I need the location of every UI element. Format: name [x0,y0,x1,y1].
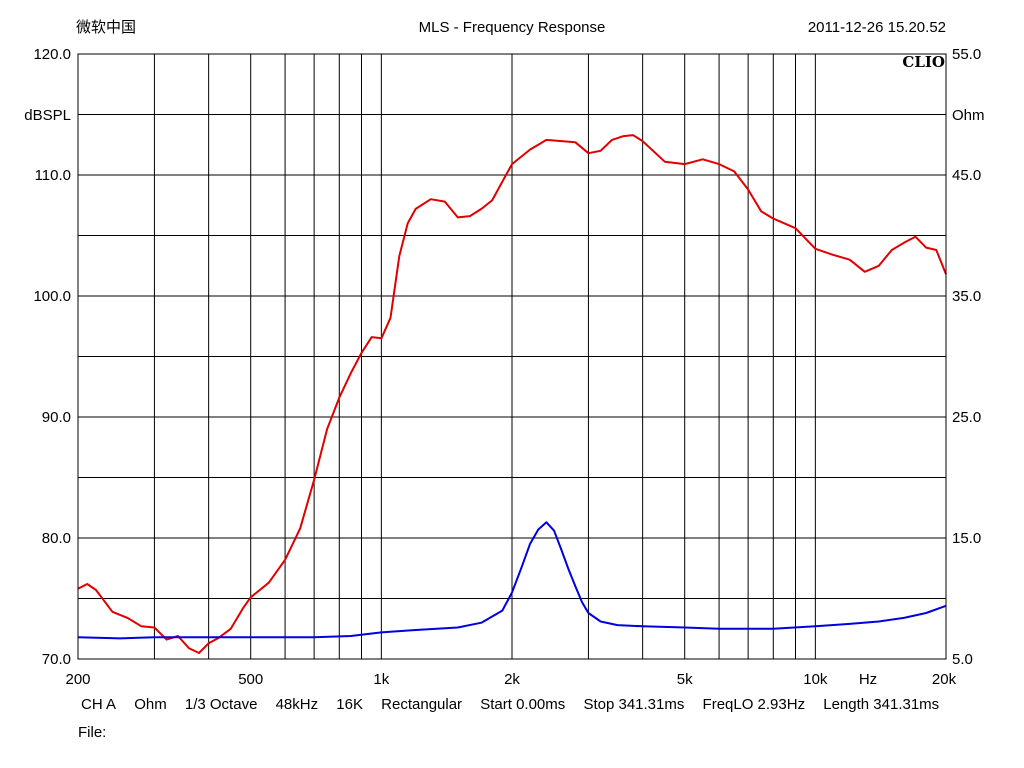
info-window: Rectangular [381,696,463,713]
y-left-axis-label: dBSPL [24,107,71,124]
y-left-tick-label: 80.0 [42,530,71,547]
y-right-tick-label: 45.0 [952,167,981,184]
series-lines [77,53,947,660]
chart-title: MLS - Frequency Response [419,19,606,36]
info-sample-rate: 48kHz [275,696,319,713]
y-left-tick-label: 70.0 [42,651,71,668]
impedance-line [77,521,947,640]
info-smoothing: 1/3 Octave [184,696,258,713]
header-left-label: 微软中国 [76,19,136,36]
x-tick-label: 200 [65,671,90,688]
y-left-tick-label: 100.0 [33,288,71,305]
info-unit: Ohm [134,696,167,713]
y-right-tick-label: 35.0 [952,288,981,305]
y-left-tick-label: 90.0 [42,409,71,426]
timestamp: 2011-12-26 15.20.52 [808,19,946,36]
grid [78,54,946,659]
y-right-axis-label: Ohm [952,107,985,124]
info-size: 16K [336,696,363,713]
y-right-tick-label: 25.0 [952,409,981,426]
spl-response-line [77,134,947,654]
info-channel: CH A [81,696,117,713]
x-tick-label: 2k [504,671,520,688]
x-tick-label: 5k [677,671,693,688]
x-tick-label: 10k [803,671,828,688]
y-right-tick-label: 15.0 [952,530,981,547]
brand-logo: CLIO [902,53,945,71]
info-start: Start 0.00ms [480,696,566,713]
measurement-info: CH A Ohm 1/3 Octave 48kHz 16K Rectangula… [81,696,953,713]
plot-border [77,53,947,660]
x-axis-unit-label: Hz [859,671,877,688]
info-freqlo: FreqLO 2.93Hz [702,696,806,713]
y-left-tick-label: 120.0 [33,46,71,63]
info-length: Length 341.31ms [823,696,940,713]
y-left-tick-label: 110.0 [35,167,71,184]
x-tick-label: 20k [932,671,957,688]
axis-ticks: 70.0 80.0 90.0 100.0 110.0 120.0 5.0 15.0 25.0 35… [33,46,981,688]
y-right-tick-label: 5.0 [952,651,973,668]
info-stop: Stop 341.31ms [583,696,685,713]
file-label: File: [78,724,107,741]
y-right-tick-label: 55.0 [952,46,981,63]
x-tick-label: 500 [238,671,263,688]
x-tick-label: 1k [373,671,389,688]
